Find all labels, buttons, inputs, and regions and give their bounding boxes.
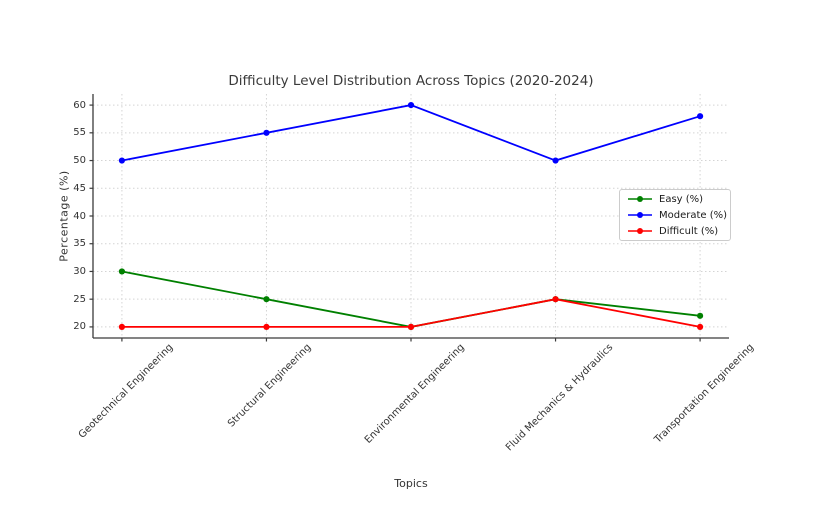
- data-point-marker: [696, 113, 704, 120]
- y-tick-label: 20: [73, 321, 86, 333]
- series-difficult: [118, 296, 704, 331]
- series-moderate: [118, 101, 704, 164]
- chart-title: Difficulty Level Distribution Across Top…: [228, 73, 594, 89]
- y-tick-label: 55: [73, 127, 86, 139]
- x-axis-label: Topics: [394, 477, 428, 490]
- legend-item-label: Moderate (%): [659, 209, 728, 221]
- data-point-marker: [118, 323, 126, 331]
- y-tick-label: 40: [73, 210, 86, 222]
- data-point-marker: [407, 323, 415, 331]
- data-point-marker: [263, 296, 270, 303]
- legend-swatch-icon: [628, 228, 652, 234]
- data-point-marker: [552, 296, 559, 303]
- legend-swatch-icon: [628, 196, 652, 202]
- data-point-marker: [552, 157, 559, 164]
- y-tick-label: 25: [73, 293, 86, 305]
- legend: Easy (%) Moderate (%) Difficult (%): [619, 189, 731, 241]
- data-point-marker: [263, 323, 270, 331]
- data-point-marker: [407, 101, 415, 109]
- data-point-marker: [696, 312, 704, 319]
- y-tick-label: 50: [73, 155, 86, 167]
- legend-item: Easy (%): [620, 194, 730, 205]
- data-point-marker: [118, 268, 126, 275]
- legend-item-label: Easy (%): [659, 193, 704, 205]
- legend-item: Difficult (%): [620, 226, 730, 237]
- legend-item: Moderate (%): [620, 210, 730, 221]
- y-tick-label: 60: [73, 99, 86, 111]
- data-point-marker: [263, 129, 270, 136]
- data-point-marker: [118, 157, 126, 164]
- y-tick-label: 45: [73, 182, 86, 194]
- legend-item-label: Difficult (%): [659, 225, 719, 237]
- data-point-marker: [696, 323, 704, 331]
- y-tick-label: 35: [73, 238, 86, 250]
- y-tick-label: 30: [73, 265, 86, 277]
- legend-swatch-icon: [628, 212, 652, 218]
